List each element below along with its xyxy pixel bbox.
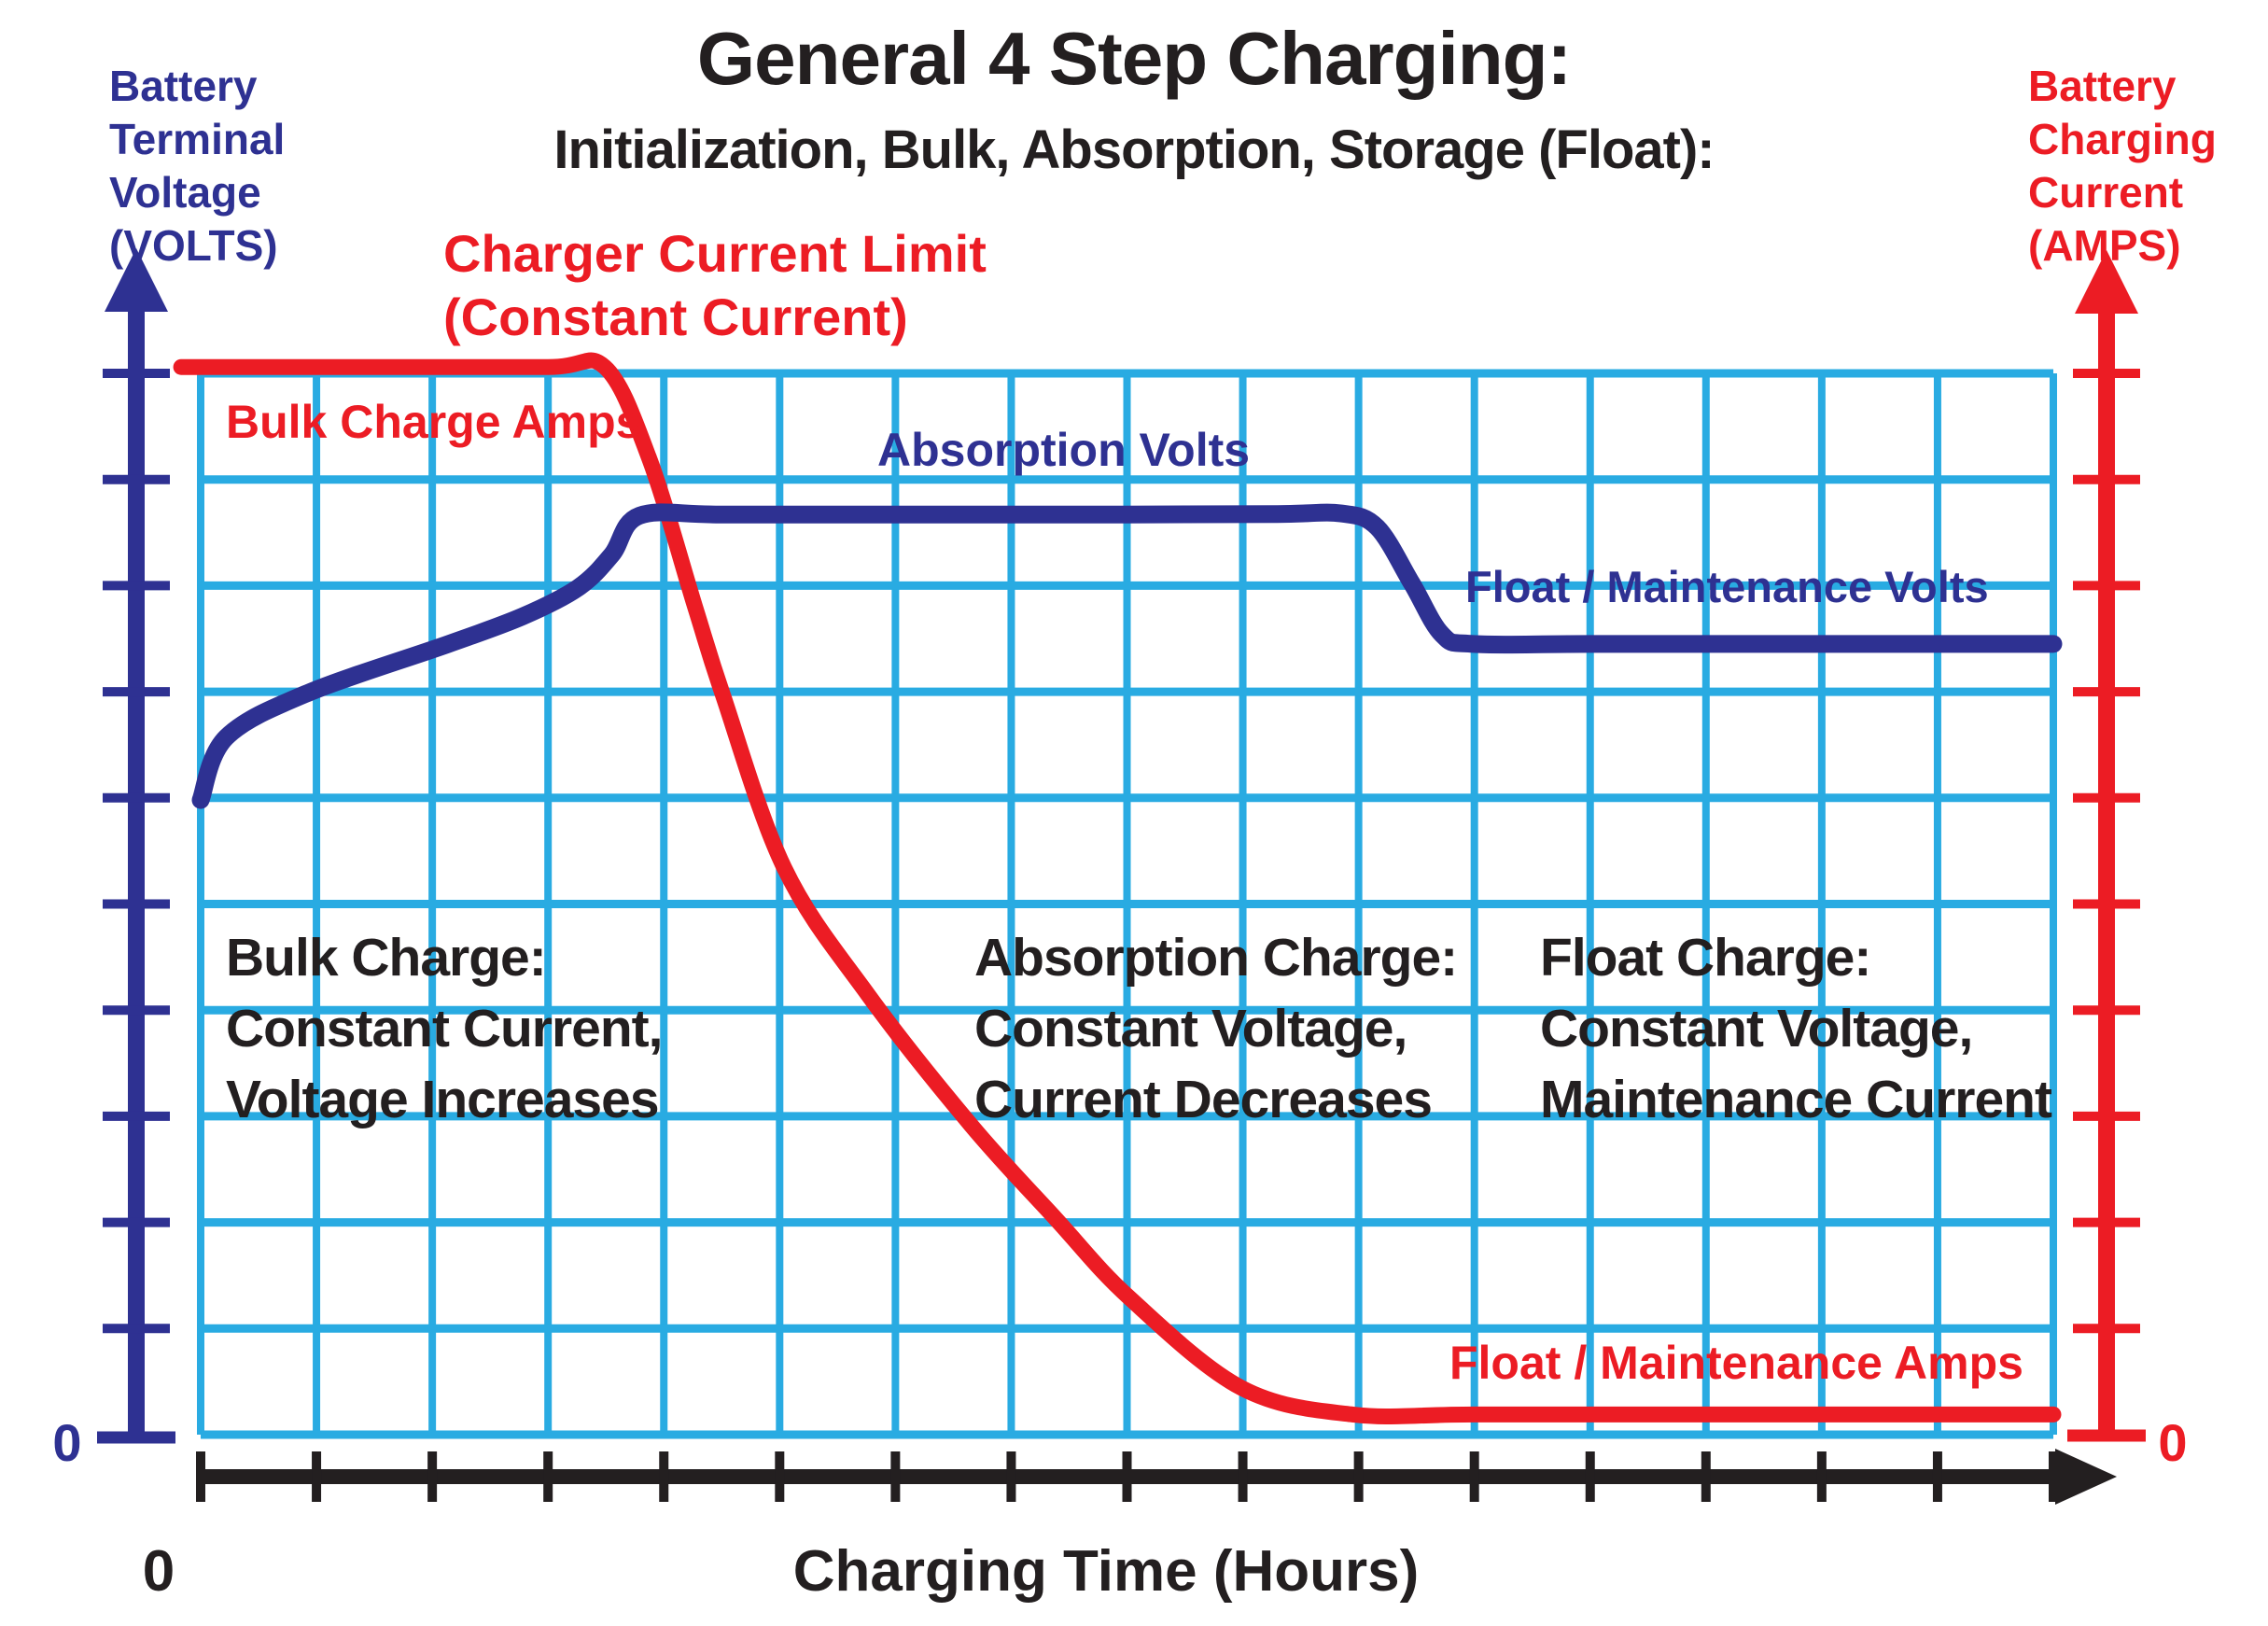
- left-axis-label: Battery Terminal Voltage (VOLTS): [109, 62, 286, 270]
- float-stage-note: Float Charge: Constant Voltage, Maintena…: [1540, 928, 2052, 1129]
- charging-current-curve: [173, 352, 2062, 1424]
- absorption-volts-label: Absorption Volts: [877, 424, 1251, 476]
- current-y-axis: [2067, 250, 2146, 1442]
- voltage-origin-label: 0: [52, 1413, 82, 1472]
- x-axis-title: Charging Time (Hours): [792, 1539, 1420, 1604]
- grid: [197, 369, 2057, 1439]
- charger-current-limit-label: Charger Current Limit (Constant Current): [443, 224, 987, 346]
- bulk-stage-note: Bulk Charge: Constant Current, Voltage I…: [226, 928, 663, 1129]
- time-x-axis: [196, 1449, 2117, 1505]
- current-origin-label: 0: [2158, 1413, 2188, 1472]
- chart-title: General 4 Step Charging:: [696, 17, 1572, 100]
- right-axis-label: Battery Charging Current (AMPS): [2028, 62, 2217, 270]
- x-axis-origin-label: 0: [142, 1539, 175, 1604]
- float-maintenance-volts-label: Float / Maintenance Volts: [1465, 562, 1989, 611]
- absorption-stage-note: Absorption Charge: Constant Voltage, Cur…: [974, 928, 1458, 1129]
- chart-subtitle: Initialization, Bulk, Absorption, Storag…: [553, 119, 1715, 180]
- voltage-y-axis: [97, 248, 175, 1444]
- float-maintenance-amps-label: Float / Maintenance Amps: [1449, 1337, 2023, 1389]
- terminal-voltage-curve: [191, 503, 2063, 809]
- bulk-charge-amps-label: Bulk Charge Amps: [226, 396, 642, 448]
